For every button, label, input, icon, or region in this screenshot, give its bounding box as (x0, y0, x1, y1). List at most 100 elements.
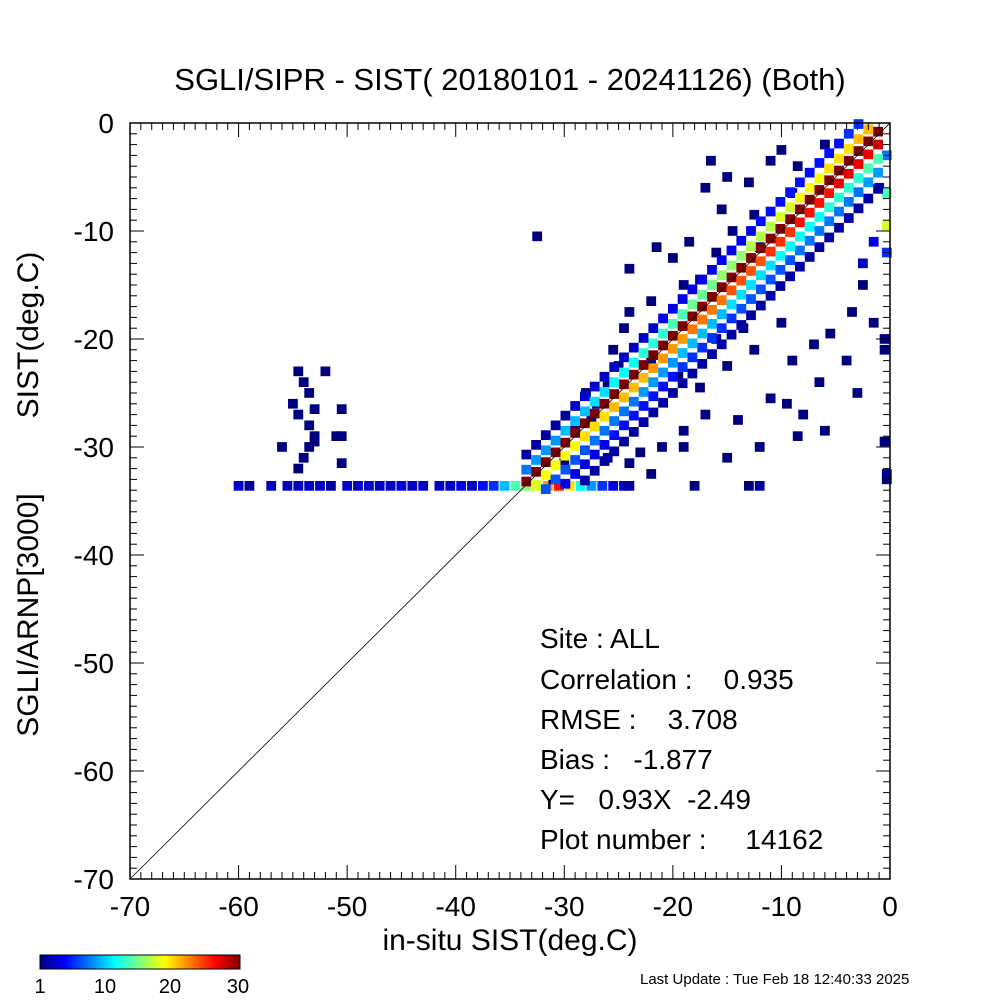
density-cell (550, 447, 561, 458)
density-cell (775, 265, 786, 275)
density-cell (853, 119, 864, 129)
density-cell (873, 139, 883, 150)
colorbar-tick-label: 20 (159, 976, 181, 998)
density-cell (599, 371, 610, 382)
x-tick-label: -50 (327, 891, 367, 922)
density-cell (687, 311, 698, 322)
density-cell (824, 163, 835, 174)
density-cell (853, 134, 864, 144)
density-cell (575, 481, 586, 491)
density-cell (804, 221, 815, 232)
density-cell (624, 481, 635, 491)
density-cell (825, 328, 836, 339)
density-cell (677, 294, 688, 304)
density-cell (624, 458, 635, 468)
density-cell (700, 182, 711, 193)
density-cell (824, 188, 835, 198)
density-cell (293, 463, 304, 474)
density-cell (863, 136, 874, 147)
density-cell (834, 138, 844, 149)
density-cell (668, 319, 678, 329)
density-cell (687, 368, 698, 379)
density-cell (599, 440, 610, 450)
density-cell (746, 310, 756, 321)
density-cell (599, 387, 610, 397)
density-cell (570, 401, 581, 411)
chart-title: SGLI/SIPR - SIST( 20180101 - 20241126) (… (174, 62, 845, 97)
density-cell (580, 431, 590, 441)
density-cell (820, 425, 830, 436)
density-cell (765, 233, 776, 244)
stat-fit: Y= 0.93X -2.49 (540, 784, 751, 815)
density-cell (677, 309, 688, 319)
density-cell (488, 481, 499, 491)
density-cell (609, 402, 620, 412)
density-cell (619, 481, 629, 491)
density-cell (795, 231, 805, 242)
density-cell (755, 300, 766, 311)
density-cell (754, 481, 765, 491)
density-cell (677, 362, 688, 372)
density-cell (648, 350, 659, 360)
density-cell (678, 280, 689, 290)
density-cell (847, 307, 857, 317)
density-cell (722, 361, 733, 371)
density-cell (364, 481, 374, 491)
density-cell (628, 396, 639, 407)
density-cell (785, 255, 795, 265)
density-cell (843, 197, 854, 207)
density-cell (852, 388, 863, 398)
density-cell (396, 481, 407, 491)
density-cell (658, 367, 668, 378)
density-cell (726, 272, 737, 283)
density-cell (736, 275, 747, 286)
density-cell (707, 349, 717, 359)
density-cell (707, 319, 717, 329)
density-cell (619, 367, 629, 378)
density-cell (309, 431, 320, 441)
density-cell (707, 292, 717, 302)
density-cell (668, 330, 678, 341)
density-cell (776, 145, 787, 155)
density-cell (282, 481, 293, 491)
density-cell (657, 442, 667, 452)
density-cell (580, 418, 590, 429)
density-cell (580, 459, 590, 470)
density-cell (697, 301, 708, 312)
density-cell (795, 177, 805, 188)
density-cell (755, 216, 766, 227)
density-cell (804, 235, 815, 246)
density-cell (716, 204, 727, 215)
density-cell (540, 445, 551, 456)
density-cell (722, 172, 733, 182)
density-cell (628, 382, 639, 393)
density-cell (881, 469, 892, 479)
density-cell (589, 381, 600, 392)
density-cell (697, 274, 708, 285)
density-cell (775, 281, 786, 291)
density-cell (746, 294, 756, 304)
density-cell (863, 177, 874, 188)
y-tick-label: 0 (98, 108, 114, 139)
density-cell (648, 377, 659, 387)
density-cell (331, 431, 342, 441)
density-cell (834, 178, 844, 189)
colorbar-labels: 1 10 20 30 (34, 976, 249, 998)
density-cell (700, 409, 711, 420)
density-cell (589, 435, 600, 446)
density-cell (293, 481, 304, 491)
density-cell (648, 391, 659, 402)
density-cell (407, 481, 418, 491)
density-cell (804, 194, 815, 205)
density-cell (580, 391, 590, 402)
density-cell (687, 324, 698, 335)
last-update-text: Last Update : Tue Feb 18 12:40:33 2025 (640, 971, 909, 988)
density-cell (677, 321, 688, 331)
density-cell (873, 167, 883, 178)
density-cell (853, 187, 864, 197)
density-cell (834, 222, 844, 233)
y-tick-label: -40 (74, 540, 114, 571)
density-cell (814, 173, 825, 183)
density-cell (678, 425, 689, 436)
density-cell (814, 212, 825, 222)
